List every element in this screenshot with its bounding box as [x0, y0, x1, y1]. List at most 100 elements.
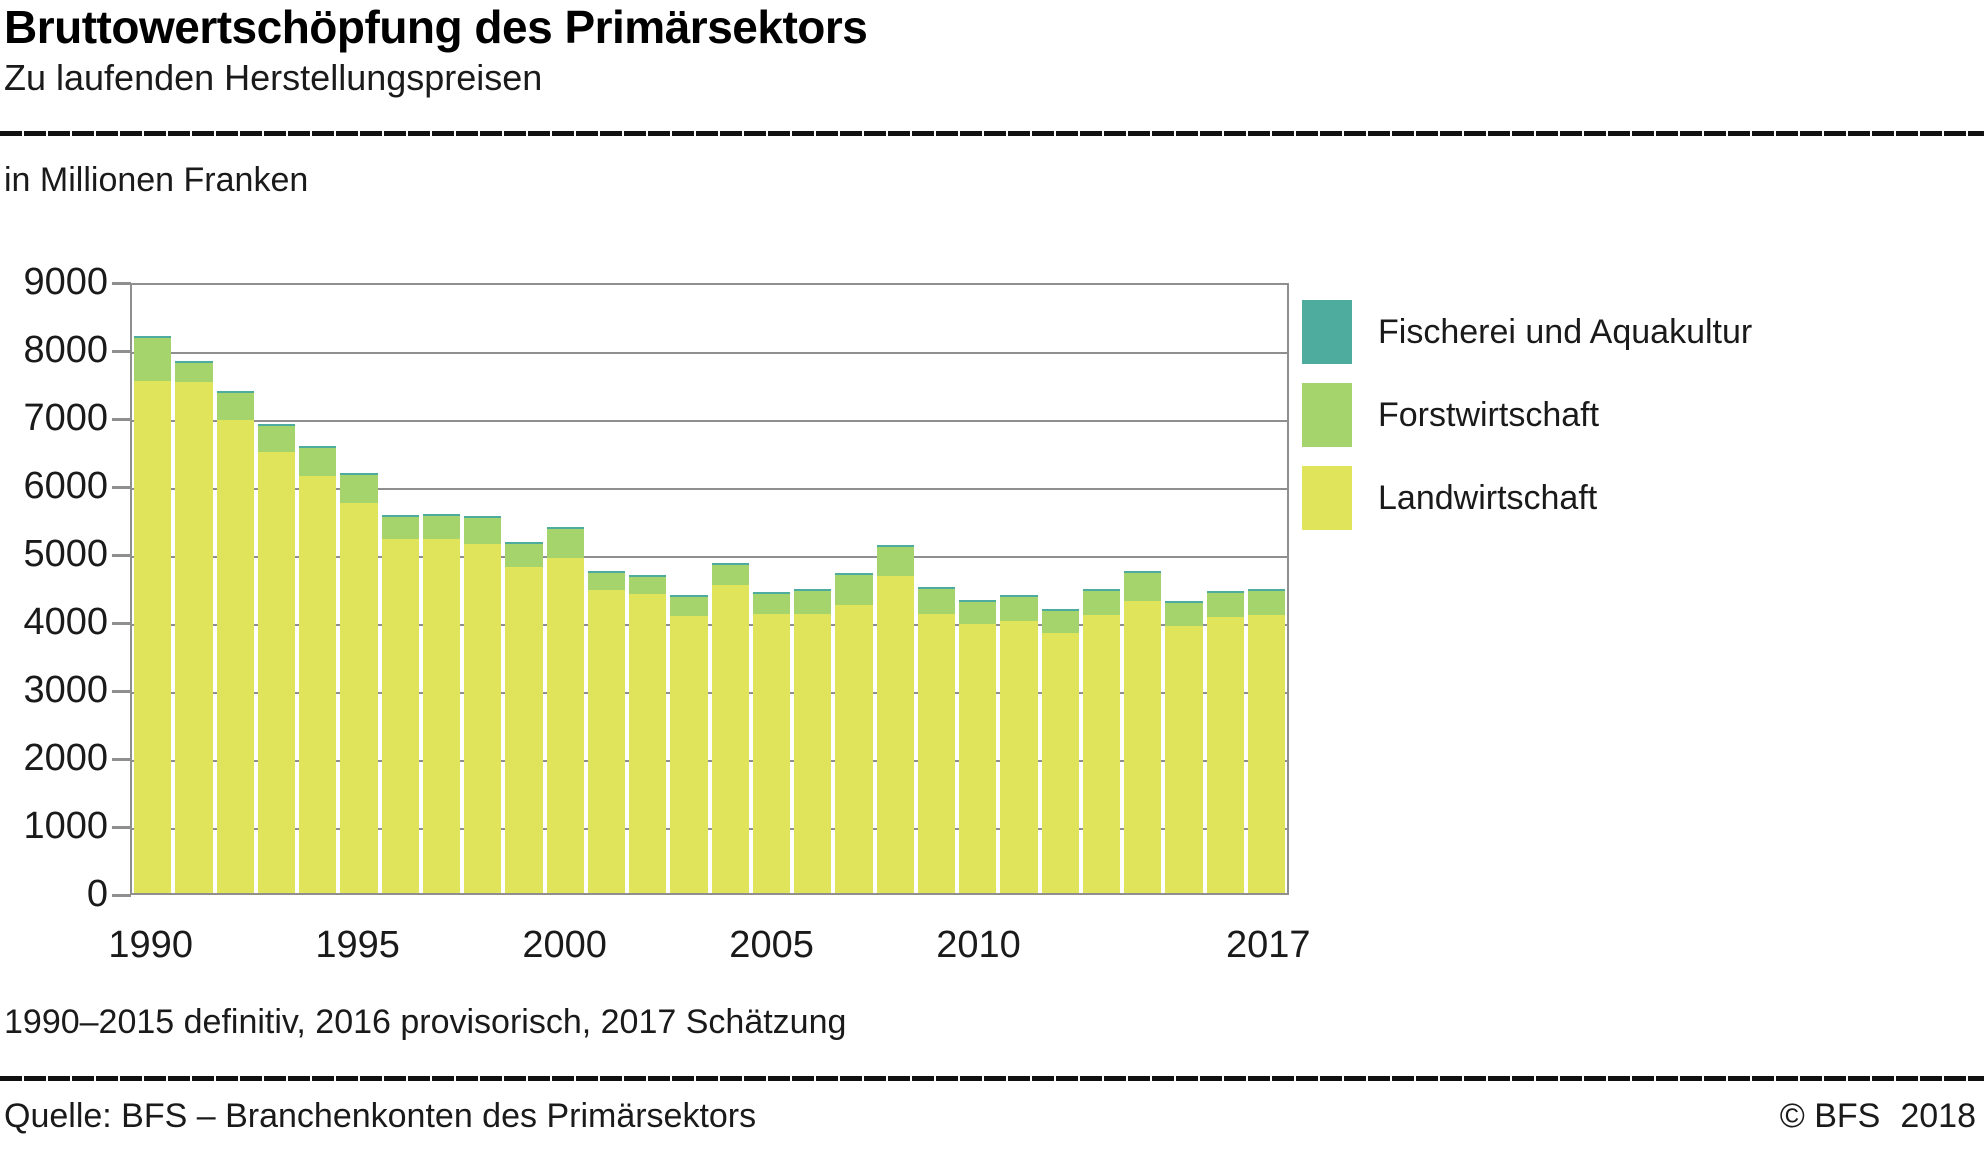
bar-1994-landwirtschaft — [299, 476, 337, 893]
gridline-5000 — [132, 556, 1287, 558]
y-tick-label-9000: 9000 — [23, 261, 108, 303]
bar-2017-forstwirtschaft — [1247, 591, 1285, 615]
bar-2005 — [751, 285, 792, 893]
footnote: 1990–2015 definitiv, 2016 provisorisch, … — [4, 1003, 847, 1041]
bar-2002 — [627, 285, 668, 893]
bar-1999-fischerei-und-aquakultur — [505, 542, 543, 545]
bar-2003-fischerei-und-aquakultur — [670, 595, 708, 598]
page-title: Bruttowertschöpfung des Primärsektors — [4, 1, 868, 53]
bars-row — [132, 285, 1287, 893]
bar-1990 — [132, 285, 173, 893]
bar-1996-landwirtschaft — [381, 539, 419, 893]
x-tick-label-2010: 2010 — [936, 924, 1021, 966]
footer: Quelle: BFS – Branchenkonten des Primärs… — [0, 1097, 1984, 1136]
bar-2011-fischerei-und-aquakultur — [1000, 594, 1038, 597]
x-tick-label-1990: 1990 — [108, 924, 193, 966]
bar-1997-forstwirtschaft — [422, 516, 460, 540]
gridline-1000 — [132, 828, 1287, 830]
bar-2013-forstwirtschaft — [1082, 591, 1120, 615]
bar-2000-landwirtschaft — [546, 557, 584, 893]
bar-2007-landwirtschaft — [835, 604, 873, 893]
bar-1995-forstwirtschaft — [340, 474, 378, 504]
copyright-bfs: © BFS — [1779, 1097, 1881, 1135]
x-tick-label-1995: 1995 — [315, 924, 400, 966]
legend-swatch-2 — [1302, 466, 1352, 530]
bar-2010-landwirtschaft — [959, 623, 997, 893]
y-tick-label-5000: 5000 — [23, 533, 108, 575]
bar-1994-fischerei-und-aquakultur — [299, 446, 337, 449]
bar-1997 — [421, 285, 462, 893]
x-tick-label-2000: 2000 — [522, 924, 607, 966]
y-tick-label-3000: 3000 — [23, 669, 108, 711]
legend-label-1: Forstwirtschaft — [1378, 395, 1600, 434]
bar-1996 — [380, 285, 421, 893]
bar-2014-landwirtschaft — [1124, 601, 1162, 893]
bar-2017 — [1246, 285, 1287, 893]
bar-1996-forstwirtschaft — [381, 516, 419, 540]
bar-2015-fischerei-und-aquakultur — [1165, 601, 1203, 604]
bar-2005-forstwirtschaft — [752, 594, 790, 615]
bar-2004 — [710, 285, 751, 893]
y-tick-label-6000: 6000 — [23, 465, 108, 507]
bar-2007-fischerei-und-aquakultur — [835, 572, 873, 575]
bar-2006 — [792, 285, 833, 893]
bar-2013 — [1081, 285, 1122, 893]
plot-area — [130, 283, 1289, 895]
bar-1992 — [215, 285, 256, 893]
bar-2007-forstwirtschaft — [835, 574, 873, 605]
y-tick-mark-1000 — [112, 826, 131, 829]
y-tick-label-7000: 7000 — [23, 397, 108, 439]
copyright: © BFS 2018 — [1780, 1097, 1976, 1136]
bar-1992-forstwirtschaft — [216, 392, 254, 421]
bar-2010-fischerei-und-aquakultur — [959, 599, 997, 602]
bar-2016-landwirtschaft — [1206, 616, 1244, 893]
bar-2006-forstwirtschaft — [794, 591, 832, 615]
bar-2014 — [1122, 285, 1163, 893]
y-tick-label-2000: 2000 — [23, 737, 108, 779]
bar-1993-landwirtschaft — [257, 452, 295, 893]
bar-2001 — [586, 285, 627, 893]
bar-2016-fischerei-und-aquakultur — [1206, 591, 1244, 594]
legend-row-1: Forstwirtschaft — [1302, 383, 1752, 447]
bar-2010-forstwirtschaft — [959, 601, 997, 624]
legend-label-2: Landwirtschaft — [1378, 478, 1598, 517]
legend-row-0: Fischerei und Aquakultur — [1302, 300, 1752, 364]
y-tick-mark-9000 — [112, 282, 131, 285]
bar-1991-fischerei-und-aquakultur — [175, 360, 213, 364]
bar-2015-forstwirtschaft — [1165, 603, 1203, 627]
bar-2014-fischerei-und-aquakultur — [1124, 571, 1162, 574]
copyright-year: 2018 — [1900, 1097, 1976, 1135]
bar-2002-forstwirtschaft — [629, 577, 667, 595]
y-tick-label-8000: 8000 — [23, 329, 108, 371]
bar-2001-forstwirtschaft — [587, 573, 625, 591]
y-tick-mark-0 — [112, 894, 131, 897]
bar-2007 — [833, 285, 874, 893]
bar-1995-landwirtschaft — [340, 503, 378, 893]
y-tick-mark-6000 — [112, 486, 131, 489]
bar-2013-landwirtschaft — [1082, 614, 1120, 893]
bar-2015 — [1163, 285, 1204, 893]
bar-2004-fischerei-und-aquakultur — [711, 563, 749, 566]
bar-2002-fischerei-und-aquakultur — [629, 575, 667, 578]
gridline-8000 — [132, 352, 1287, 354]
legend-swatch-0 — [1302, 300, 1352, 364]
bar-2003 — [668, 285, 709, 893]
bar-2011 — [998, 285, 1039, 893]
bar-2001-fischerei-und-aquakultur — [587, 571, 625, 574]
bar-2017-fischerei-und-aquakultur — [1247, 589, 1285, 592]
bar-2008-fischerei-und-aquakultur — [876, 544, 914, 547]
legend-label-0: Fischerei und Aquakultur — [1378, 312, 1753, 351]
bar-2006-landwirtschaft — [794, 614, 832, 893]
bar-2004-landwirtschaft — [711, 584, 749, 893]
x-tick-label-2017: 2017 — [1226, 924, 1311, 966]
footer-divider — [0, 1076, 1984, 1081]
y-axis-unit-label: in Millionen Franken — [4, 161, 309, 199]
bar-1998-landwirtschaft — [464, 544, 502, 893]
bar-2000-forstwirtschaft — [546, 528, 584, 558]
gridline-4000 — [132, 624, 1287, 626]
bar-1999-landwirtschaft — [505, 567, 543, 893]
bar-2012-fischerei-und-aquakultur — [1041, 608, 1079, 611]
bar-1991-forstwirtschaft — [175, 363, 213, 382]
header-divider — [0, 131, 1984, 136]
bar-1990-fischerei-und-aquakultur — [134, 336, 172, 339]
